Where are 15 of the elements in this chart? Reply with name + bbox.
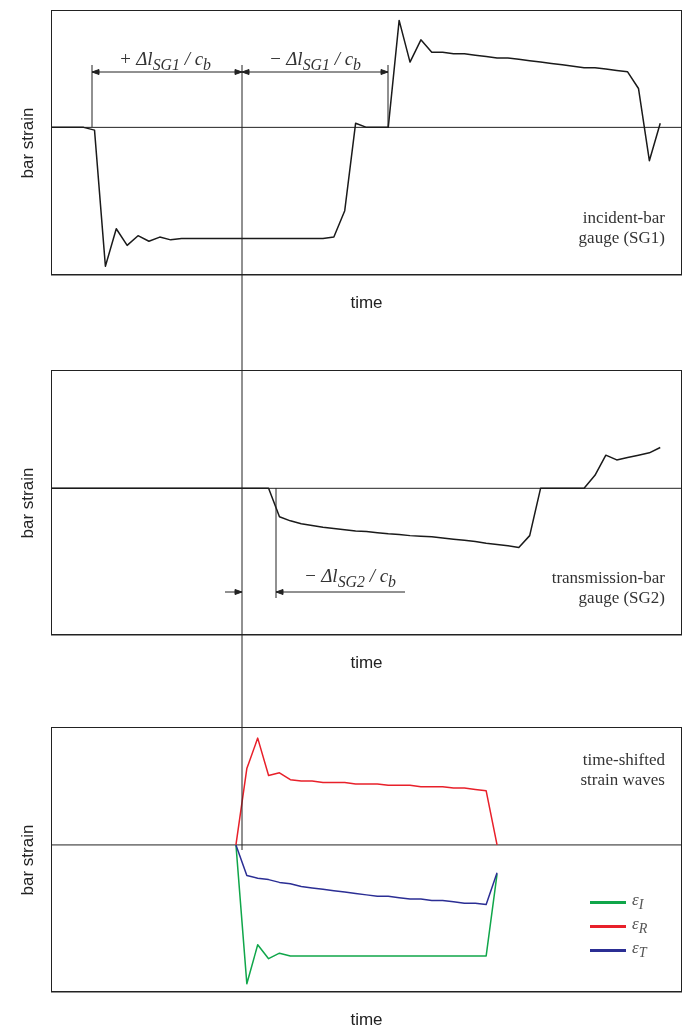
annotation: time-shifted strain waves [579,750,665,791]
annotation: − Δl$_{SG1}$ / c$_{b}$ [267,48,363,75]
y-axis-title: bar strain [18,466,38,540]
annotation: incident-bar gauge (SG1) [577,208,665,249]
x-axis-title: time [350,653,383,672]
legend-label: ε$_{R}$ [632,914,648,938]
x-axis-title: time [350,1010,383,1029]
text: transmission-bar gauge (SG2) [550,568,665,609]
y-axis-title: bar strain [18,823,38,897]
x-axis-title: time [350,293,383,312]
legend-label: ε$_{T}$ [632,938,647,962]
annotation: + Δl$_{SG1}$ / c$_{b}$ [117,48,213,75]
legend-label: ε$_{I}$ [632,890,644,914]
text: − Δl$_{SG2}$ / c$_{b}$ [302,565,398,592]
y-axis-title: bar strain [18,106,38,180]
